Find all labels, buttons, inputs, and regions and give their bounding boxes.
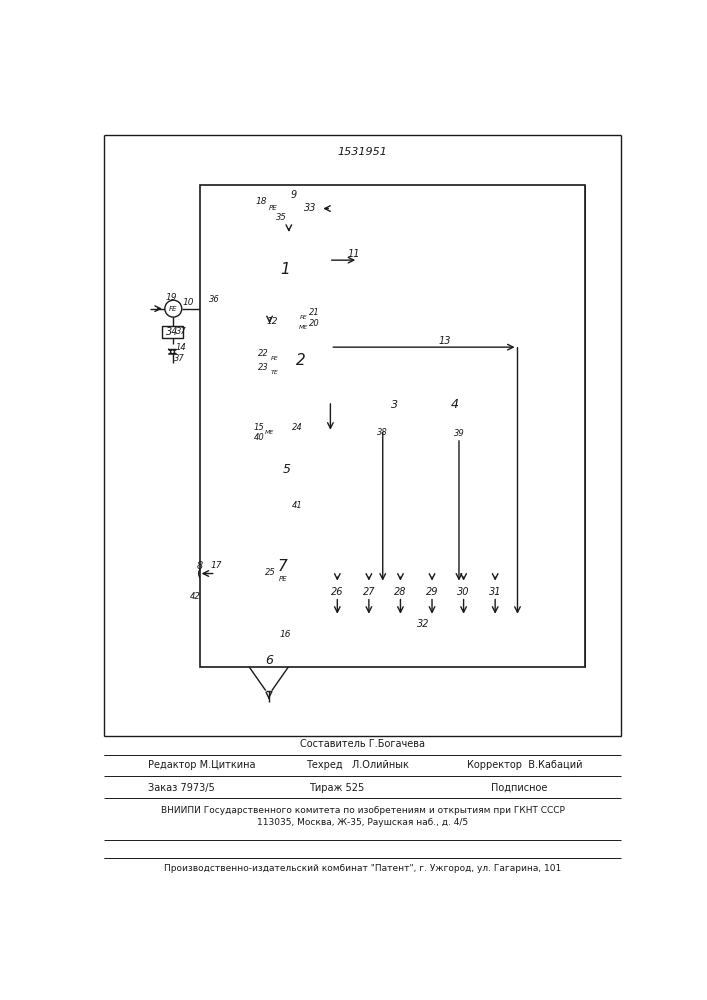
Text: 38: 38 <box>378 428 388 437</box>
Text: PE: PE <box>279 576 287 582</box>
Text: 3: 3 <box>391 400 398 410</box>
Circle shape <box>265 199 282 216</box>
Circle shape <box>267 365 283 380</box>
Text: 35: 35 <box>276 213 286 222</box>
Text: 18: 18 <box>255 197 267 206</box>
Text: PE: PE <box>271 356 279 361</box>
Text: 22: 22 <box>258 349 269 358</box>
Bar <box>317 617 529 632</box>
Circle shape <box>443 393 467 417</box>
Text: 2: 2 <box>296 353 305 368</box>
Text: 27: 27 <box>363 587 375 597</box>
Text: 20: 20 <box>309 319 320 328</box>
Text: 37: 37 <box>174 354 185 363</box>
Text: 21: 21 <box>309 308 320 317</box>
Circle shape <box>296 319 311 335</box>
Circle shape <box>284 431 288 435</box>
Text: 15: 15 <box>253 424 264 432</box>
Circle shape <box>205 589 209 592</box>
Text: Техред   Л.Олийнык: Техред Л.Олийнык <box>305 760 409 770</box>
Text: 11: 11 <box>348 249 361 259</box>
Circle shape <box>212 307 216 311</box>
Bar <box>358 584 380 600</box>
Text: Производственно-издательский комбинат "Патент", г. Ужгород, ул. Гагарина, 101: Производственно-издательский комбинат "П… <box>164 864 561 873</box>
Text: 42: 42 <box>190 592 201 601</box>
Text: Заказ 7973/5: Заказ 7973/5 <box>148 783 215 793</box>
Bar <box>327 584 348 600</box>
Text: 39: 39 <box>454 429 464 438</box>
Text: ME: ME <box>299 325 308 330</box>
Text: 8: 8 <box>197 561 203 571</box>
Circle shape <box>267 351 283 366</box>
Bar <box>421 584 443 600</box>
Text: 13: 13 <box>438 336 450 346</box>
Text: 23: 23 <box>258 363 269 372</box>
Text: PE: PE <box>269 205 278 211</box>
Text: 4: 4 <box>451 398 459 411</box>
Text: 19: 19 <box>165 293 177 302</box>
Bar <box>300 202 320 214</box>
Text: 24: 24 <box>292 424 303 432</box>
Bar <box>373 396 416 414</box>
Text: ME: ME <box>265 430 274 435</box>
Circle shape <box>274 570 292 588</box>
Text: FE: FE <box>169 306 177 312</box>
Text: Составитель Г.Богачева: Составитель Г.Богачева <box>300 739 425 749</box>
Bar <box>452 584 474 600</box>
Bar <box>162 326 183 338</box>
Circle shape <box>284 508 288 512</box>
Text: 26: 26 <box>331 587 344 597</box>
Text: 40: 40 <box>253 433 264 442</box>
Text: 12: 12 <box>267 317 279 326</box>
Text: 28: 28 <box>395 587 407 597</box>
Circle shape <box>455 420 464 430</box>
Text: 37: 37 <box>175 327 187 336</box>
Text: 32: 32 <box>417 619 429 629</box>
Text: 6: 6 <box>265 654 273 667</box>
Text: 36: 36 <box>209 295 219 304</box>
Text: 9: 9 <box>291 190 298 200</box>
Text: Корректор  В.Кабаций: Корректор В.Кабаций <box>467 760 583 770</box>
Text: 10: 10 <box>183 298 194 307</box>
Text: TE: TE <box>271 370 279 375</box>
Text: 31: 31 <box>489 587 501 597</box>
Text: 25: 25 <box>265 568 276 577</box>
Text: ВНИИПИ Государственного комитета по изобретениям и открытиям при ГКНТ СССР: ВНИИПИ Государственного комитета по изоб… <box>160 806 565 815</box>
Text: Редактор М.Циткина: Редактор М.Циткина <box>148 760 255 770</box>
Text: 1: 1 <box>280 262 290 277</box>
Bar <box>200 185 585 667</box>
Text: 1531951: 1531951 <box>338 147 387 157</box>
Text: Подписное: Подписное <box>491 783 547 793</box>
Text: 41: 41 <box>292 501 303 510</box>
Circle shape <box>165 300 182 317</box>
Circle shape <box>296 309 311 325</box>
Bar <box>390 584 411 600</box>
Text: 30: 30 <box>457 587 470 597</box>
Text: 29: 29 <box>426 587 438 597</box>
Circle shape <box>170 350 175 354</box>
Text: Тираж 525: Тираж 525 <box>309 783 364 793</box>
Bar <box>484 584 506 600</box>
Text: 33: 33 <box>304 203 317 213</box>
Circle shape <box>378 420 387 430</box>
Text: 7: 7 <box>278 559 288 574</box>
Circle shape <box>262 425 277 440</box>
Text: PE: PE <box>300 315 308 320</box>
Circle shape <box>199 565 216 582</box>
Text: 113035, Москва, Ж-35, Раушская наб., д. 4/5: 113035, Москва, Ж-35, Раушская наб., д. … <box>257 818 468 827</box>
Text: 34: 34 <box>166 327 179 337</box>
Text: 14: 14 <box>175 343 187 352</box>
Text: 5: 5 <box>283 463 291 476</box>
Circle shape <box>287 220 291 224</box>
Text: 16: 16 <box>280 630 291 639</box>
Text: 17: 17 <box>211 561 222 570</box>
